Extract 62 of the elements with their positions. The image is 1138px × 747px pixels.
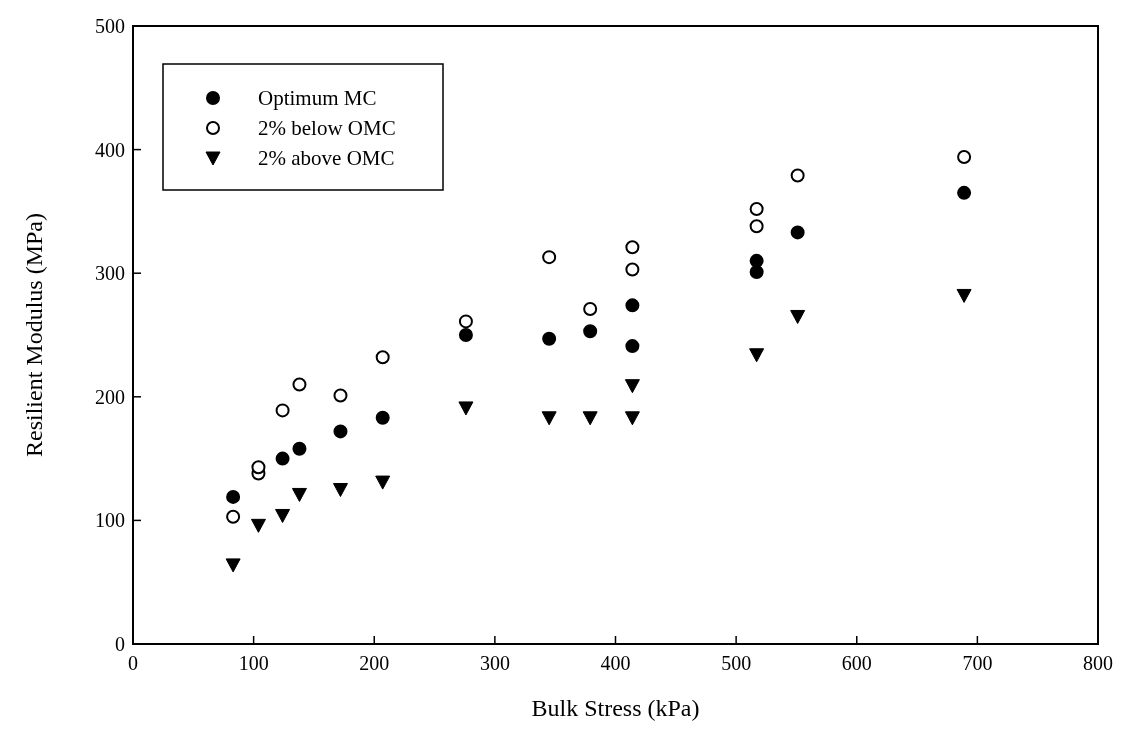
point <box>790 309 806 324</box>
point <box>292 377 307 392</box>
point <box>957 185 972 200</box>
x-tick-label: 100 <box>238 652 269 674</box>
point <box>624 411 640 426</box>
x-tick-label: 800 <box>1083 652 1113 674</box>
y-axis-title: Resilient Modulus (MPa) <box>21 213 47 457</box>
legend-label: Optimum MC <box>258 86 377 111</box>
x-axis-title: Bulk Stress (kPa) <box>531 695 700 721</box>
point <box>251 460 266 475</box>
point <box>624 379 640 394</box>
point <box>458 401 474 416</box>
point <box>625 240 640 255</box>
point <box>333 424 348 439</box>
point <box>226 509 241 524</box>
x-tick-label: 400 <box>600 652 631 674</box>
point <box>375 410 390 425</box>
point <box>333 388 348 403</box>
point <box>291 487 307 502</box>
point <box>749 201 764 216</box>
x-tick-label: 700 <box>962 652 993 674</box>
y-tick-label: 0 <box>115 633 125 655</box>
x-tick-label: 300 <box>479 652 510 674</box>
point <box>583 302 598 317</box>
point <box>225 558 241 573</box>
point <box>957 150 972 165</box>
x-tick-label: 600 <box>841 652 872 674</box>
point <box>275 451 290 466</box>
point <box>749 253 764 268</box>
y-tick-label: 400 <box>95 138 125 161</box>
point <box>375 350 390 365</box>
point <box>625 262 640 277</box>
point <box>542 250 557 265</box>
point <box>458 328 473 342</box>
point <box>749 348 765 363</box>
x-tick-label: 200 <box>359 652 390 674</box>
y-tick-label: 100 <box>95 509 125 532</box>
point <box>226 489 241 504</box>
point <box>275 403 290 418</box>
point <box>625 298 640 313</box>
point <box>275 508 291 523</box>
point <box>292 441 307 456</box>
x-tick-label: 500 <box>721 652 752 674</box>
point <box>582 411 598 426</box>
legend-label: 2% below OMC <box>258 116 396 141</box>
point <box>749 219 764 234</box>
point <box>250 518 266 533</box>
point <box>790 168 805 183</box>
point <box>583 324 598 339</box>
y-tick-label: 200 <box>95 385 125 408</box>
point <box>542 331 557 346</box>
legend-label: 2% above OMC <box>258 146 395 171</box>
point <box>375 475 391 490</box>
point <box>790 225 805 240</box>
point <box>458 314 473 329</box>
point <box>749 264 764 279</box>
point <box>625 339 640 354</box>
point <box>332 483 348 497</box>
point <box>541 411 557 426</box>
point <box>956 288 972 303</box>
y-tick-label: 300 <box>95 262 125 285</box>
y-tick-label: 500 <box>95 15 125 37</box>
